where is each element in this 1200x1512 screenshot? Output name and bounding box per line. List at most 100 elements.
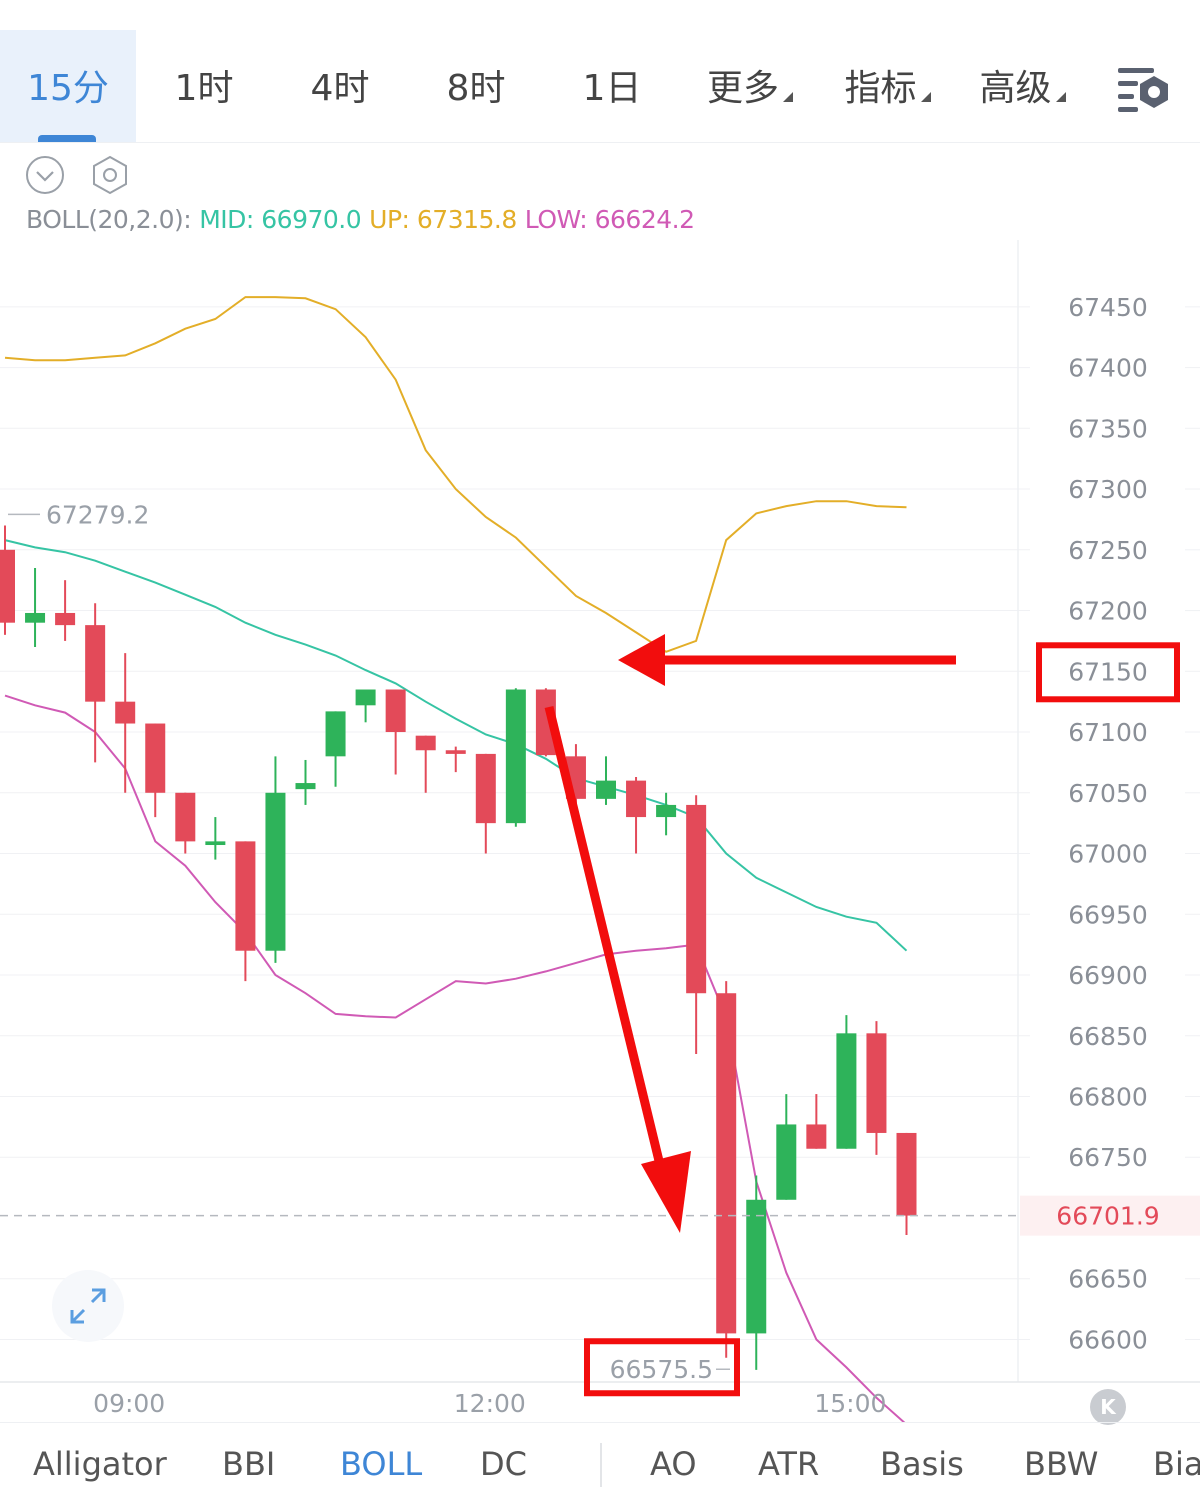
y-tick-label: 67350 (1068, 414, 1148, 443)
boll-legend: BOLL(20,2.0): MID: 66970.0 UP: 67315.8 LOW:… (26, 205, 695, 234)
fullscreen-button[interactable] (52, 1270, 124, 1342)
tab-timeframe-8h[interactable]: 8时 (408, 30, 544, 142)
candle (746, 1175, 767, 1370)
y-axis: 67450 67400 67350 67300 67250 67200 67150 67100… (1068, 293, 1148, 1355)
candle-body (836, 1033, 857, 1149)
candle-body (115, 701, 136, 724)
tab-basis[interactable]: Basis (880, 1445, 964, 1483)
boll-upper-line (4, 296, 907, 653)
candle-body (656, 804, 677, 818)
candle (325, 711, 346, 787)
candle-body (445, 750, 466, 754)
tab-dc[interactable]: DC (480, 1445, 527, 1483)
tab-indicators[interactable]: 指标 (820, 30, 955, 142)
indicator-tab-bar: Alligator BBI BOLL DC AO ATR Basis BBW B… (0, 1422, 1200, 1512)
candle (25, 568, 46, 647)
tab-bbi[interactable]: BBI (222, 1445, 276, 1483)
chart-settings-icon[interactable] (1112, 60, 1172, 120)
tab-label: 高级 (979, 68, 1052, 109)
caret-icon (783, 92, 793, 102)
candle-body (896, 1132, 917, 1216)
candle-body (505, 689, 526, 824)
y-tick-label: 66600 (1068, 1325, 1148, 1354)
candle (836, 1015, 857, 1149)
candle-body (175, 792, 196, 842)
candle (85, 603, 106, 763)
candle (505, 688, 526, 827)
candle (626, 776, 647, 854)
hexagon-settings-icon[interactable] (90, 155, 130, 195)
candle-body (385, 689, 406, 733)
arrow-left-head (618, 634, 665, 686)
y-tick-label: 67150 (1068, 657, 1148, 686)
tab-label: 1时 (174, 68, 234, 109)
candle (896, 1132, 917, 1235)
candle (115, 653, 136, 793)
tab-alligator[interactable]: Alligator (33, 1445, 167, 1483)
tab-ao[interactable]: AO (650, 1445, 697, 1483)
candle-body (626, 780, 647, 818)
tab-label: 1日 (582, 68, 642, 109)
candle-body (0, 549, 15, 623)
y-tick-label: 66900 (1068, 961, 1148, 990)
candle (475, 753, 496, 854)
candle-body (265, 792, 286, 951)
tab-more[interactable]: 更多 (680, 30, 820, 142)
tab-timeframe-15m[interactable]: 15分 (0, 30, 136, 142)
candlestick-chart[interactable]: 67450 67400 67350 67300 67250 67200 67150 67100… (0, 240, 1200, 1422)
grid (0, 240, 1200, 1383)
candle (355, 689, 376, 723)
candle (866, 1021, 887, 1155)
tab-bbw[interactable]: BBW (1024, 1445, 1099, 1483)
y-tick-label: 67200 (1068, 597, 1148, 626)
y-tick-label: 66950 (1068, 900, 1148, 929)
legend-up: UP: 67315.8 (369, 205, 517, 234)
tab-divider (600, 1443, 602, 1487)
timeframe-bar: 15分 1时 4时 8时 1日 更多 指标 高级 (0, 30, 1200, 142)
x-tick-label: 12:00 (454, 1389, 526, 1418)
candle-body (806, 1124, 827, 1149)
candle (535, 688, 556, 757)
legend-mid: MID: 66970.0 (199, 205, 362, 234)
candle (806, 1094, 827, 1149)
candle (776, 1094, 797, 1200)
tab-label: 15分 (27, 68, 109, 109)
arrow-down-head (641, 1151, 691, 1233)
candle-body (535, 689, 556, 756)
tab-timeframe-1d[interactable]: 1日 (544, 30, 680, 142)
tab-advanced[interactable]: 高级 (955, 30, 1090, 142)
last-price-label: 66701.9 (1056, 1202, 1159, 1231)
tab-label: 更多 (706, 68, 779, 109)
candle-body (716, 993, 737, 1334)
divider (0, 142, 1200, 143)
overlays: 67279.2 66575.5 66701.9 (0, 500, 1200, 1397)
candle-body (295, 783, 316, 790)
collapse-chevron-icon[interactable] (25, 155, 65, 195)
y-tick-label: 67000 (1068, 840, 1148, 869)
candle-body (415, 735, 436, 751)
expand-icon (70, 1288, 106, 1324)
tab-label: 4时 (310, 68, 370, 109)
candle (656, 792, 677, 836)
candle-body (866, 1033, 887, 1133)
x-axis: 09:00 12:00 15:00 (93, 1389, 886, 1418)
candle (295, 759, 316, 805)
candle (145, 723, 166, 818)
candle (0, 525, 15, 635)
candle (235, 841, 256, 982)
y-tick-label: 67450 (1068, 293, 1148, 322)
candle (716, 981, 737, 1358)
tab-timeframe-4h[interactable]: 4时 (272, 30, 408, 142)
tab-bias[interactable]: Bias (1153, 1445, 1200, 1483)
y-tick-label: 67400 (1068, 354, 1148, 383)
boll-lower-line (4, 694, 906, 1422)
k-line-button[interactable]: K (1090, 1389, 1126, 1425)
candle-body (55, 612, 76, 626)
low-marker-label: 66575.5 (610, 1355, 713, 1384)
arrow-down-shaft (544, 705, 665, 1167)
tab-atr[interactable]: ATR (758, 1445, 820, 1483)
candle-body (475, 753, 496, 824)
tab-boll[interactable]: BOLL (340, 1445, 423, 1483)
y-tick-label: 66800 (1068, 1083, 1148, 1112)
tab-timeframe-1h[interactable]: 1时 (136, 30, 272, 142)
